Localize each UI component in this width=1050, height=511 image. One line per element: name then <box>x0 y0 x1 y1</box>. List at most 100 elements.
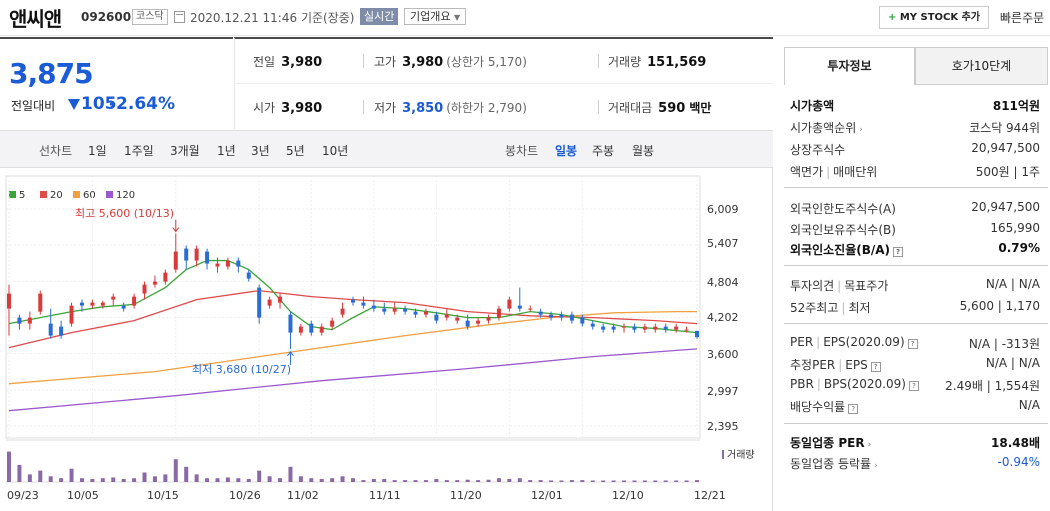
row-sector-per[interactable]: 동일업종 PER › 18.48배 <box>790 434 1040 452</box>
candle-body <box>466 321 470 327</box>
volume-bar <box>361 480 365 482</box>
volume-bar <box>455 480 459 482</box>
info-icon[interactable]: ? <box>908 339 918 349</box>
volume-bar <box>38 471 42 482</box>
candle-weekly[interactable]: 주봉 <box>592 142 614 159</box>
row-per-eps: PER | EPS(2020.09)? N/A | -313원 <box>790 335 1040 353</box>
candle-body <box>580 318 584 324</box>
volume-bar <box>184 467 188 482</box>
chevron-right-icon: › <box>868 440 872 450</box>
x-tick: 11/20 <box>450 489 482 502</box>
candle-body <box>382 309 386 312</box>
candle-body <box>518 306 522 309</box>
y-tick: 2,997 <box>707 385 739 398</box>
row-est-per-eps: 추정PER | EPS? N/A | N/A <box>790 356 1040 374</box>
tab-investment-info[interactable]: 투자정보 <box>784 47 915 85</box>
line-chart-label: 선차트 <box>39 142 72 159</box>
down-triangle-icon <box>68 99 80 110</box>
candle-body <box>372 306 376 309</box>
row-52week: 52주최고 | 최저 5,600 | 1,170 <box>790 299 1040 317</box>
volume-bar <box>341 476 345 482</box>
y-tick: 5,407 <box>707 237 739 250</box>
candle-body <box>414 312 418 315</box>
candle-body <box>476 321 480 324</box>
volume-bar <box>476 480 480 482</box>
volume-bar <box>122 479 126 482</box>
candle-body <box>17 318 21 324</box>
period-1w[interactable]: 1주일 <box>124 142 154 159</box>
realtime-badge[interactable]: 실시간 <box>360 8 398 25</box>
market-badge: 코스닥 <box>132 9 168 25</box>
candle-body <box>320 327 324 333</box>
candle-body <box>528 309 532 310</box>
period-5y[interactable]: 5년 <box>286 142 305 159</box>
volume-bar <box>288 467 292 482</box>
volume-bar <box>351 478 355 482</box>
volume-label: 거래량 <box>722 446 755 461</box>
volume-bar <box>393 480 397 482</box>
stat-prev-close: 전일 3,980 <box>253 53 322 70</box>
row-foreign-ratio: 외국인소진율(B/A)? 0.79% <box>790 241 1040 259</box>
candle-body <box>215 264 219 267</box>
period-1y[interactable]: 1년 <box>217 142 236 159</box>
row-sector-change[interactable]: 동일업종 등락률 › -0.94% <box>790 455 1040 473</box>
candle-body <box>622 327 626 328</box>
row-market-cap-rank[interactable]: 시가총액순위 › 코스닥 944위 <box>790 119 1040 137</box>
mystock-add-button[interactable]: + MY STOCK 추가 <box>879 6 989 29</box>
candle-body <box>674 327 678 330</box>
period-1d[interactable]: 1일 <box>88 142 107 159</box>
candle-body <box>7 294 11 309</box>
candle-body <box>309 324 313 333</box>
x-tick: 11/11 <box>369 489 401 502</box>
volume-bar <box>132 478 136 482</box>
candle-body <box>497 309 501 318</box>
candle-body <box>507 300 511 309</box>
volume-bar <box>466 480 470 482</box>
candle-body <box>278 297 282 303</box>
candle-monthly[interactable]: 월봉 <box>632 142 654 159</box>
volume-bar <box>205 478 209 482</box>
volume-bar <box>632 480 636 482</box>
quick-order-link[interactable]: 빠른주문 <box>1000 9 1044 26</box>
volume-bar <box>414 480 418 482</box>
info-icon[interactable]: ? <box>909 381 919 391</box>
row-foreign-limit: 외국인한도주식수(A) 20,947,500 <box>790 200 1040 218</box>
volume-bar <box>434 479 438 482</box>
company-overview-dropdown[interactable]: 기업개요 ▼ <box>404 8 466 25</box>
candle-body <box>299 327 303 333</box>
candle-body <box>70 306 74 324</box>
candle-body <box>591 324 595 327</box>
info-icon[interactable]: ? <box>848 404 858 414</box>
candle-body <box>632 327 636 330</box>
x-tick: 10/15 <box>147 489 179 502</box>
volume-bar <box>320 479 324 482</box>
tab-hoga-10[interactable]: 호가10단계 <box>915 47 1048 85</box>
info-icon[interactable]: ? <box>871 362 881 372</box>
candle-body <box>643 327 647 330</box>
info-icon[interactable]: ? <box>893 247 903 257</box>
period-3y[interactable]: 3년 <box>251 142 270 159</box>
candle-body <box>268 300 272 306</box>
candle-daily[interactable]: 일봉 <box>555 142 577 159</box>
y-tick: 3,600 <box>707 348 739 361</box>
candle-body <box>539 312 543 315</box>
calendar-icon <box>174 11 185 23</box>
y-tick: 4,202 <box>707 311 739 324</box>
period-3m[interactable]: 3개월 <box>170 142 200 159</box>
volume-bar <box>685 480 689 482</box>
volume-bar <box>601 480 605 482</box>
volume-bar <box>111 477 115 482</box>
volume-bar <box>268 476 272 482</box>
volume-bar <box>174 459 178 482</box>
period-10y[interactable]: 10년 <box>322 142 348 159</box>
x-tick: 12/01 <box>531 489 563 502</box>
candle-body <box>351 300 355 303</box>
volume-bar <box>674 480 678 482</box>
candle-body <box>236 261 240 267</box>
candle-body <box>122 306 126 309</box>
candle-body <box>685 330 689 331</box>
candle-body <box>330 321 334 327</box>
volume-bar <box>487 480 491 482</box>
volume-bar <box>403 480 407 482</box>
volume-bar <box>278 478 282 482</box>
